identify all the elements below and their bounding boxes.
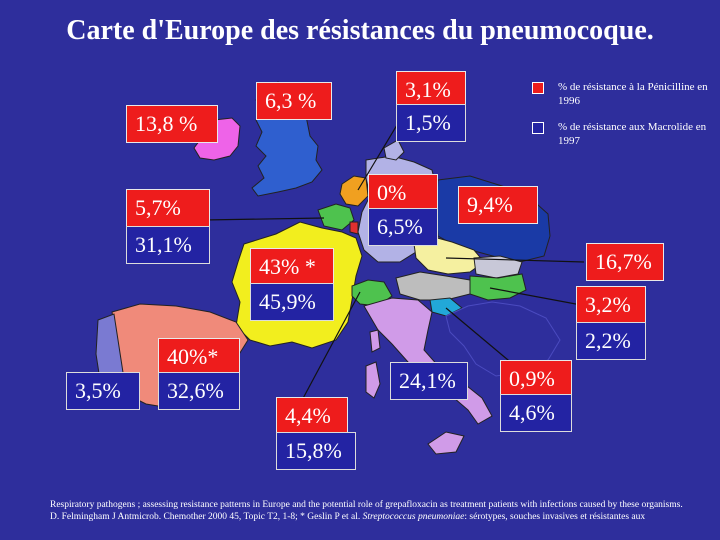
poland-penicillin-value: 9,4% (458, 186, 538, 224)
spain-macrolide-value: 32,6% (158, 372, 240, 410)
slide-title: Carte d'Europe des résistances du pneumo… (66, 15, 654, 46)
slovenia-penicillin-value: 0,9% (500, 360, 572, 398)
legend-penicillin: % de résistance à la Pénicilline en 1996 (532, 80, 712, 112)
legend-macrolide-swatch (532, 122, 544, 134)
france-macrolide-value: 45,9% (250, 283, 334, 321)
switzerland-penicillin-value: 4,4% (276, 397, 348, 435)
footer-reference-2: D. Felmingham J Antmicrob. Chemother 200… (50, 511, 700, 523)
netherlands-macrolide-value: 1,5% (396, 104, 466, 142)
country-corsica (369, 329, 381, 353)
country-austria (395, 271, 471, 301)
spain-penicillin-value: 40%* (158, 338, 240, 376)
switzerland-macrolide-value: 15,8% (276, 432, 356, 470)
belgium-penicillin-value: 5,7% (126, 189, 210, 227)
country-belgium (317, 203, 355, 231)
country-hungary (469, 273, 527, 301)
country-netherlands (339, 175, 369, 207)
country-sardinia (365, 361, 381, 399)
germany-macrolide-value: 6,5% (368, 208, 438, 246)
hungary-penicillin-value: 16,7% (586, 243, 664, 281)
germany-penicillin-value: 0% (368, 174, 438, 212)
legend-penicillin-swatch (532, 82, 544, 94)
country-sicily (427, 431, 465, 455)
footer-reference-1: Respiratory pathogens ; assessing resist… (50, 500, 683, 510)
italy-macrolide-value: 24,1% (390, 362, 468, 400)
france-penicillin-value: 43% * (250, 248, 334, 286)
slovenia-macrolide-value: 4,6% (500, 394, 572, 432)
legend-macrolide-label: % de résistance aux Macrolide en 1997 (558, 121, 707, 147)
footer-reference-2-suffix: : sérotypes, souches invasives et résist… (464, 512, 646, 522)
ireland-penicillin-value: 13,8 % (126, 105, 218, 143)
austria-macrolide-value: 2,2% (576, 322, 646, 360)
uk-penicillin-value: 6,3 % (256, 82, 332, 120)
footer-reference-2-species: Streptococcus pneumoniae (362, 512, 465, 522)
footer-reference-2-prefix: D. Felmingham J Antmicrob. Chemother 200… (50, 512, 363, 522)
footer-references: Respiratory pathogens ; assessing resist… (50, 499, 700, 523)
legend-macrolide: % de résistance aux Macrolide en 1997 (532, 120, 712, 152)
portugal-macrolide-value: 3,5% (66, 372, 140, 410)
country-luxembourg (349, 221, 359, 235)
country-slovakia (473, 255, 523, 279)
austria-penicillin-value: 3,2% (576, 286, 646, 324)
legend-penicillin-label: % de résistance à la Pénicilline en 1996 (558, 81, 708, 107)
belgium-macrolide-value: 31,1% (126, 226, 210, 264)
country-denmark (383, 139, 405, 161)
connector-lines (203, 119, 609, 405)
